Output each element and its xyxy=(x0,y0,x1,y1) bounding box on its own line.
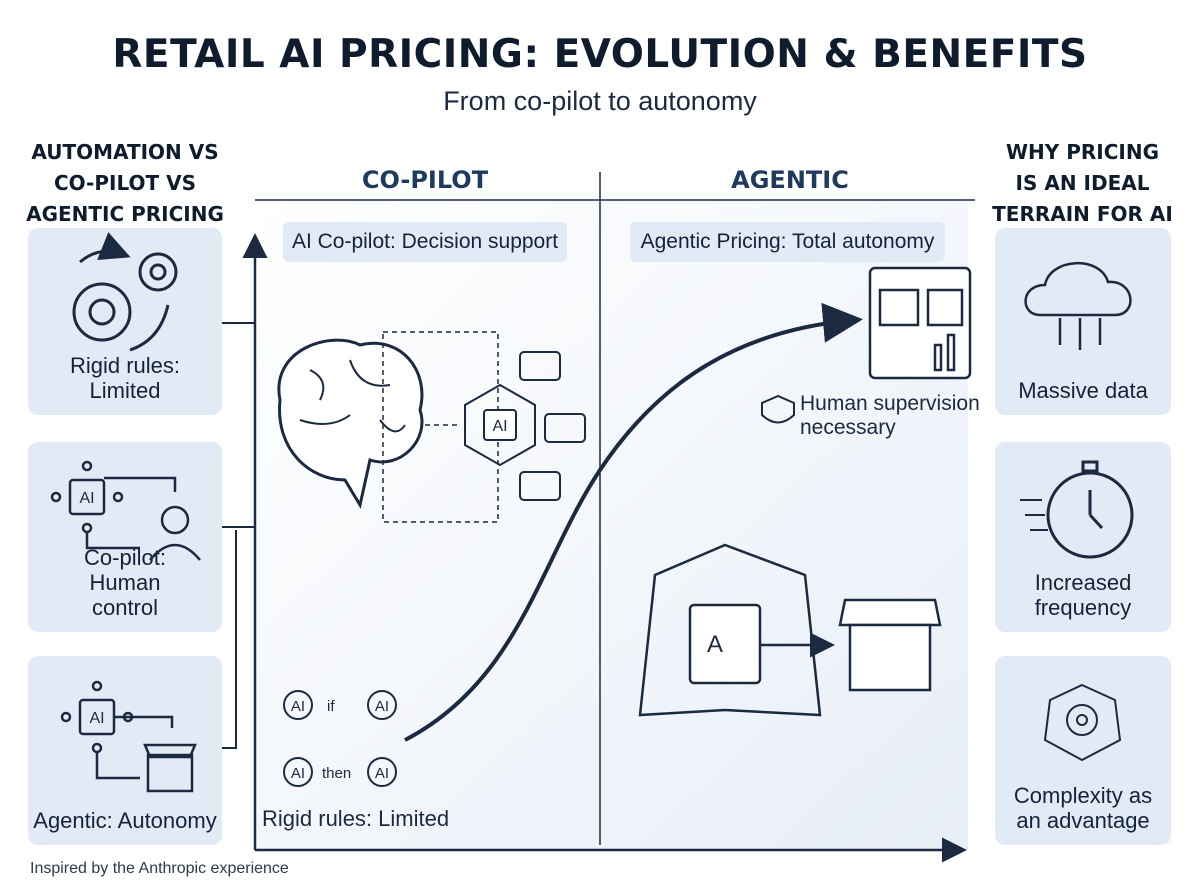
subtitle: From co-pilot to autonomy xyxy=(443,86,757,116)
supervision-note: Human supervision necessary xyxy=(800,392,980,439)
evolution-curve xyxy=(404,302,863,742)
icon-ai-label: AI xyxy=(375,698,389,715)
ai-network-icon xyxy=(464,351,586,501)
left-heading: AUTOMATION VS CO-PILOT VS AGENTIC PRICIN… xyxy=(5,137,245,230)
agent-network-icon xyxy=(638,543,835,717)
copilot-icon xyxy=(50,460,201,561)
heading-line: AUTOMATION VS xyxy=(31,140,219,164)
column-heading: CO-PILOT xyxy=(361,166,489,194)
dashboard-icon xyxy=(868,266,972,380)
right-heading: WHY PRICING IS AN IDEAL TERRAIN FOR AI xyxy=(975,137,1190,230)
brain-icon xyxy=(277,338,424,509)
rule-icon xyxy=(283,690,397,787)
column-heading: AGENTIC xyxy=(731,166,849,194)
stopwatch-icon xyxy=(1020,460,1134,559)
agentic-icon xyxy=(60,680,197,793)
heading-line: CO-PILOT VS xyxy=(54,171,196,195)
cloud-data-icon xyxy=(1024,261,1132,350)
heading-line: AGENTIC PRICING xyxy=(26,202,224,226)
icon-ai-label: AI xyxy=(291,765,305,782)
heading-line: TERRAIN FOR AI xyxy=(992,202,1173,226)
icon-ai-label: AI xyxy=(375,765,389,782)
shield-icon xyxy=(761,394,795,424)
heading-line: IS AN IDEAL xyxy=(1015,171,1150,195)
connectors xyxy=(222,322,255,749)
axes xyxy=(242,172,975,863)
column-caption: Agentic Pricing: Total autonomy xyxy=(630,222,945,262)
chart-background xyxy=(256,200,968,850)
heading-line: WHY PRICING xyxy=(1005,140,1160,164)
icon-ai-label: AI xyxy=(291,698,305,715)
store-icon xyxy=(838,598,942,692)
icon-ai-label: AI xyxy=(492,418,507,435)
footer: Inspired by the Anthropic experience xyxy=(30,860,289,877)
column-caption: AI Co-pilot: Decision support xyxy=(283,222,567,262)
agent-label: A xyxy=(707,631,723,658)
rule-then: then xyxy=(322,765,351,782)
rule-if: if xyxy=(327,698,335,715)
icon-ai-label: AI xyxy=(89,710,104,727)
icon-ai-label: AI xyxy=(79,490,94,507)
complexity-icon xyxy=(1043,683,1122,762)
gears-icon xyxy=(72,232,178,352)
title: RETAIL AI PRICING: EVOLUTION & BENEFITS xyxy=(112,32,1088,77)
base-label: Rigid rules: Limited xyxy=(262,806,450,831)
